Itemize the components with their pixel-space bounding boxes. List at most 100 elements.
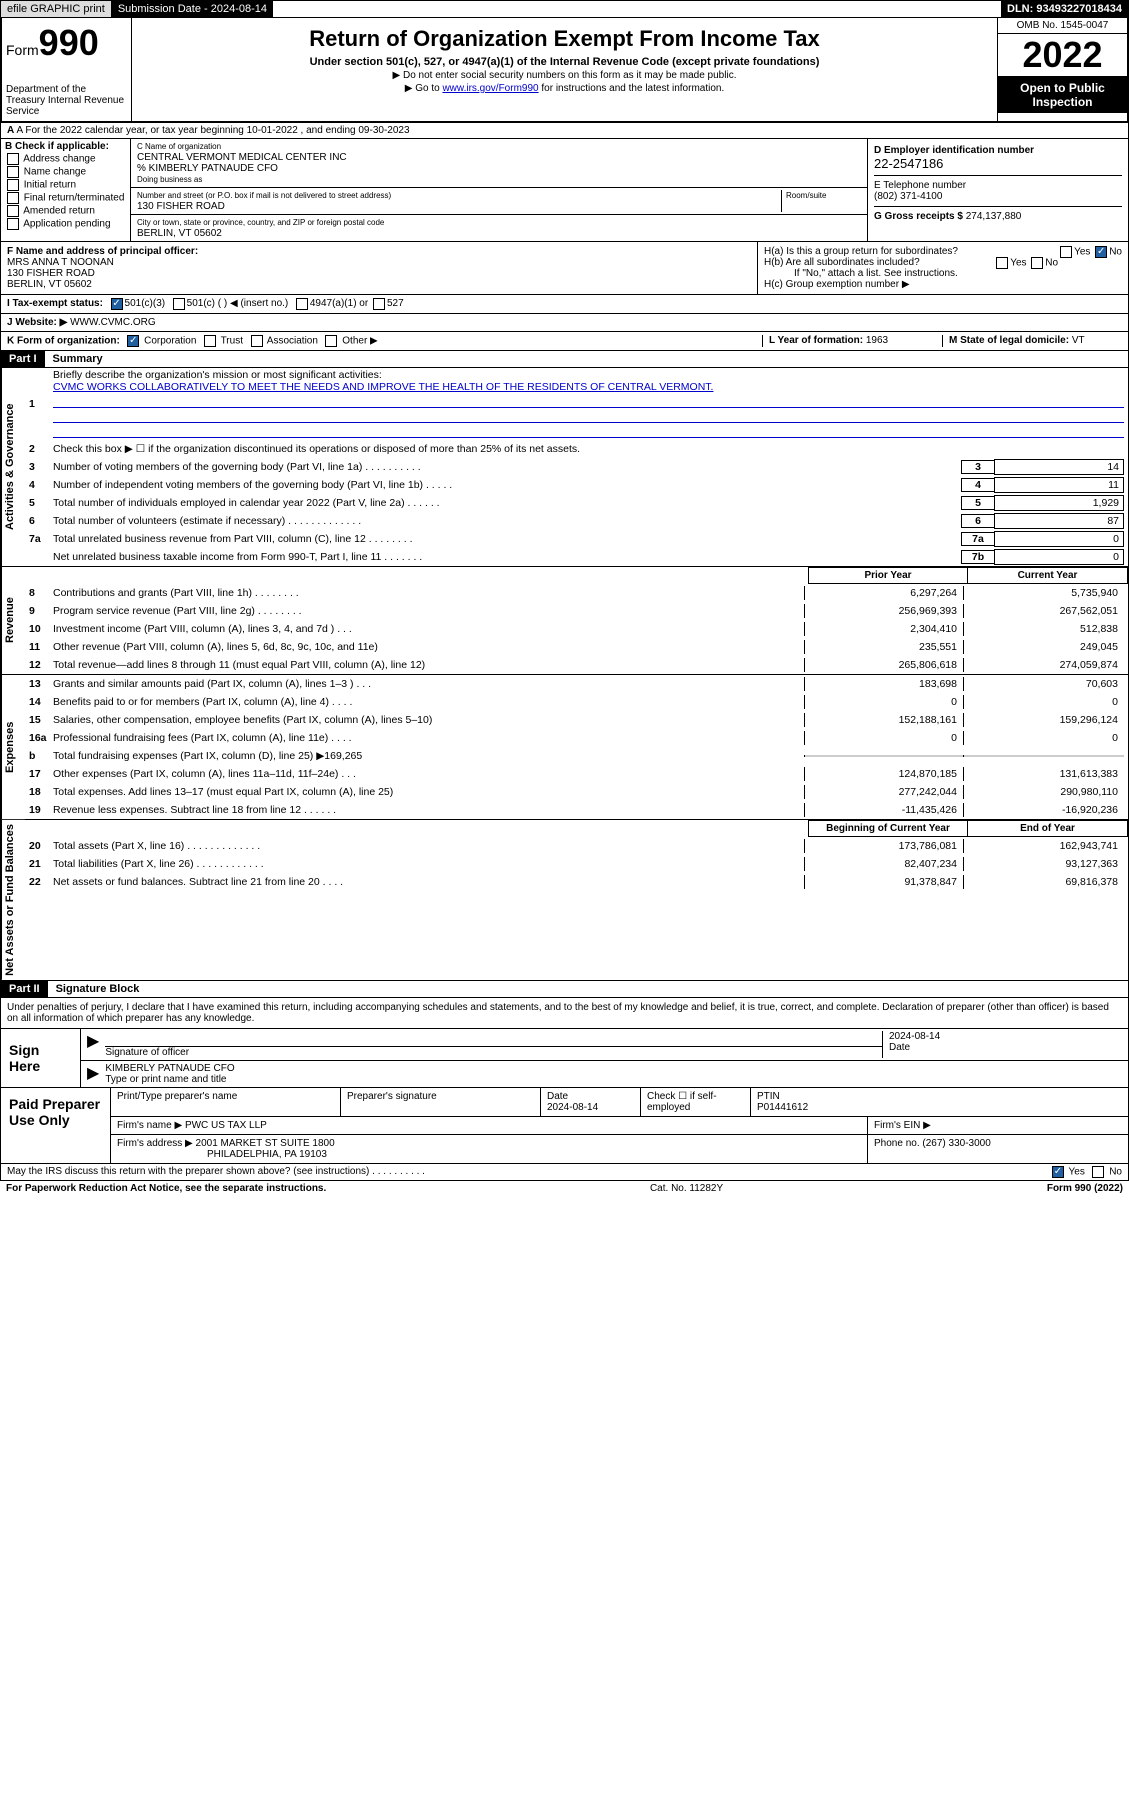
cb-corporation[interactable]: ✓ bbox=[127, 335, 139, 347]
section-side-label: Expenses bbox=[1, 675, 25, 819]
irs-discuss-row: May the IRS discuss this return with the… bbox=[0, 1164, 1129, 1181]
part1-header: Part I Summary bbox=[0, 351, 1129, 368]
line-value: 0 bbox=[994, 531, 1124, 547]
summary-line: 5Total number of individuals employed in… bbox=[25, 494, 1128, 512]
summary-line: 21Total liabilities (Part X, line 26) . … bbox=[25, 855, 1128, 873]
care-of: % KIMBERLY PATNAUDE CFO bbox=[137, 163, 278, 174]
current-year-value: 159,296,124 bbox=[964, 713, 1124, 727]
phone: (802) 371-4100 bbox=[874, 191, 942, 202]
sign-date: 2024-08-14 bbox=[889, 1031, 940, 1042]
form-header: Form990 Department of the Treasury Inter… bbox=[0, 18, 1129, 123]
section-side-label: Net Assets or Fund Balances bbox=[1, 820, 25, 980]
dept-label: Department of the Treasury Internal Reve… bbox=[6, 84, 127, 117]
prior-year-value: 265,806,618 bbox=[804, 658, 964, 672]
org-name: CENTRAL VERMONT MEDICAL CENTER INC bbox=[137, 152, 347, 163]
prior-year-value: 124,870,185 bbox=[804, 767, 964, 781]
summary-line: bTotal fundraising expenses (Part IX, co… bbox=[25, 747, 1128, 765]
summary-section: RevenuePrior YearCurrent Year8Contributi… bbox=[0, 567, 1129, 675]
summary-line: 10Investment income (Part VIII, column (… bbox=[25, 620, 1128, 638]
current-year-value: 249,045 bbox=[964, 640, 1124, 654]
current-year-value: 131,613,383 bbox=[964, 767, 1124, 781]
line-value: 11 bbox=[994, 477, 1124, 493]
firm-phone: (267) 330-3000 bbox=[922, 1138, 990, 1149]
summary-line: 11Other revenue (Part VIII, column (A), … bbox=[25, 638, 1128, 656]
summary-line: 17Other expenses (Part IX, column (A), l… bbox=[25, 765, 1128, 783]
current-year-value: 70,603 bbox=[964, 677, 1124, 691]
header-bar: efile GRAPHIC print Submission Date - 20… bbox=[0, 0, 1129, 18]
current-year-value: 5,735,940 bbox=[964, 586, 1124, 600]
cb-501c3[interactable]: ✓ bbox=[111, 298, 123, 310]
summary-section: Net Assets or Fund Balances Beginning of … bbox=[0, 820, 1129, 981]
section-c: C Name of organizationCENTRAL VERMONT ME… bbox=[131, 139, 868, 241]
cb-amended[interactable]: Amended return bbox=[5, 205, 126, 217]
summary-line: 14Benefits paid to or for members (Part … bbox=[25, 693, 1128, 711]
officer-name: MRS ANNA T NOONAN bbox=[7, 257, 114, 268]
prior-year-value: 277,242,044 bbox=[804, 785, 964, 799]
summary-line: 4Number of independent voting members of… bbox=[25, 476, 1128, 494]
officer-sig-name: KIMBERLY PATNAUDE CFO bbox=[105, 1063, 234, 1074]
form-subtitle: Under section 501(c), 527, or 4947(a)(1)… bbox=[136, 56, 993, 68]
current-year-value: 512,838 bbox=[964, 622, 1124, 636]
perjury-declaration: Under penalties of perjury, I declare th… bbox=[0, 998, 1129, 1029]
website: WWW.CVMC.ORG bbox=[70, 317, 156, 328]
state-domicile: VT bbox=[1072, 335, 1085, 346]
form-number: 990 bbox=[39, 22, 99, 63]
section-h: H(a) Is this a group return for subordin… bbox=[758, 242, 1128, 294]
summary-section: Expenses13Grants and similar amounts pai… bbox=[0, 675, 1129, 820]
efile-button[interactable]: efile GRAPHIC print bbox=[1, 1, 112, 17]
current-year-value: 69,816,378 bbox=[964, 875, 1124, 889]
summary-line: 8Contributions and grants (Part VIII, li… bbox=[25, 584, 1128, 602]
row-i: I Tax-exempt status: ✓ 501(c)(3) 501(c) … bbox=[0, 295, 1129, 314]
col-hdr-curr: Current Year bbox=[968, 567, 1128, 584]
cb-app-pending[interactable]: Application pending bbox=[5, 218, 126, 230]
prior-year-value: 256,969,393 bbox=[804, 604, 964, 618]
preparer-block: Paid Preparer Use Only Print/Type prepar… bbox=[0, 1088, 1129, 1164]
firm-addr1: 2001 MARKET ST SUITE 1800 bbox=[196, 1138, 335, 1149]
prior-year-value: 235,551 bbox=[804, 640, 964, 654]
omb-number: OMB No. 1545-0047 bbox=[998, 18, 1127, 34]
row-a-tax-year: A A For the 2022 calendar year, or tax y… bbox=[0, 123, 1129, 139]
prior-year-value: 152,188,161 bbox=[804, 713, 964, 727]
prior-year-value bbox=[804, 755, 964, 757]
cb-final-return[interactable]: Final return/terminated bbox=[5, 192, 126, 204]
prior-year-value: 82,407,234 bbox=[804, 857, 964, 871]
current-year-value: 267,562,051 bbox=[964, 604, 1124, 618]
col-hdr-prior: Prior Year bbox=[808, 567, 968, 584]
irs-link[interactable]: www.irs.gov/Form990 bbox=[442, 83, 538, 94]
prior-year-value: 0 bbox=[804, 731, 964, 745]
cb-name-change[interactable]: Name change bbox=[5, 166, 126, 178]
col-hdr-prior: Beginning of Current Year bbox=[808, 820, 968, 837]
firm-name: PWC US TAX LLP bbox=[185, 1120, 267, 1131]
current-year-value: -16,920,236 bbox=[964, 803, 1124, 817]
part2-header: Part II Signature Block bbox=[0, 981, 1129, 998]
mission-text: CVMC WORKS COLLABORATIVELY TO MEET THE N… bbox=[53, 381, 713, 393]
summary-line: 1Briefly describe the organization's mis… bbox=[25, 368, 1128, 440]
row-k: K Form of organization: ✓ Corporation Tr… bbox=[0, 332, 1129, 351]
cb-irs-discuss-yes[interactable]: ✓ bbox=[1052, 1166, 1064, 1178]
cb-address-change[interactable]: Address change bbox=[5, 153, 126, 165]
col-hdr-curr: End of Year bbox=[968, 820, 1128, 837]
current-year-value: 290,980,110 bbox=[964, 785, 1124, 799]
summary-line: 19Revenue less expenses. Subtract line 1… bbox=[25, 801, 1128, 819]
prep-date: 2024-08-14 bbox=[547, 1102, 598, 1113]
summary-line: 20Total assets (Part X, line 16) . . . .… bbox=[25, 837, 1128, 855]
prior-year-value: 6,297,264 bbox=[804, 586, 964, 600]
row-j: J Website: ▶ WWW.CVMC.ORG bbox=[0, 314, 1129, 332]
footer: For Paperwork Reduction Act Notice, see … bbox=[0, 1181, 1129, 1196]
current-year-value bbox=[964, 755, 1124, 757]
line-value: 14 bbox=[994, 459, 1124, 475]
summary-line: 22Net assets or fund balances. Subtract … bbox=[25, 873, 1128, 891]
summary-line: 13Grants and similar amounts paid (Part … bbox=[25, 675, 1128, 693]
line-value: 87 bbox=[994, 513, 1124, 529]
prior-year-value: 173,786,081 bbox=[804, 839, 964, 853]
prior-year-value: -11,435,426 bbox=[804, 803, 964, 817]
submission-date: Submission Date - 2024-08-14 bbox=[112, 1, 273, 17]
summary-line: 9Program service revenue (Part VIII, lin… bbox=[25, 602, 1128, 620]
section-fgh: F Name and address of principal officer:… bbox=[0, 242, 1129, 295]
current-year-value: 93,127,363 bbox=[964, 857, 1124, 871]
gross-receipts: 274,137,880 bbox=[966, 211, 1022, 222]
cb-group-return-no[interactable]: ✓ bbox=[1095, 246, 1107, 258]
section-side-label: Activities & Governance bbox=[1, 368, 25, 566]
cb-initial-return[interactable]: Initial return bbox=[5, 179, 126, 191]
line-value: 1,929 bbox=[994, 495, 1124, 511]
